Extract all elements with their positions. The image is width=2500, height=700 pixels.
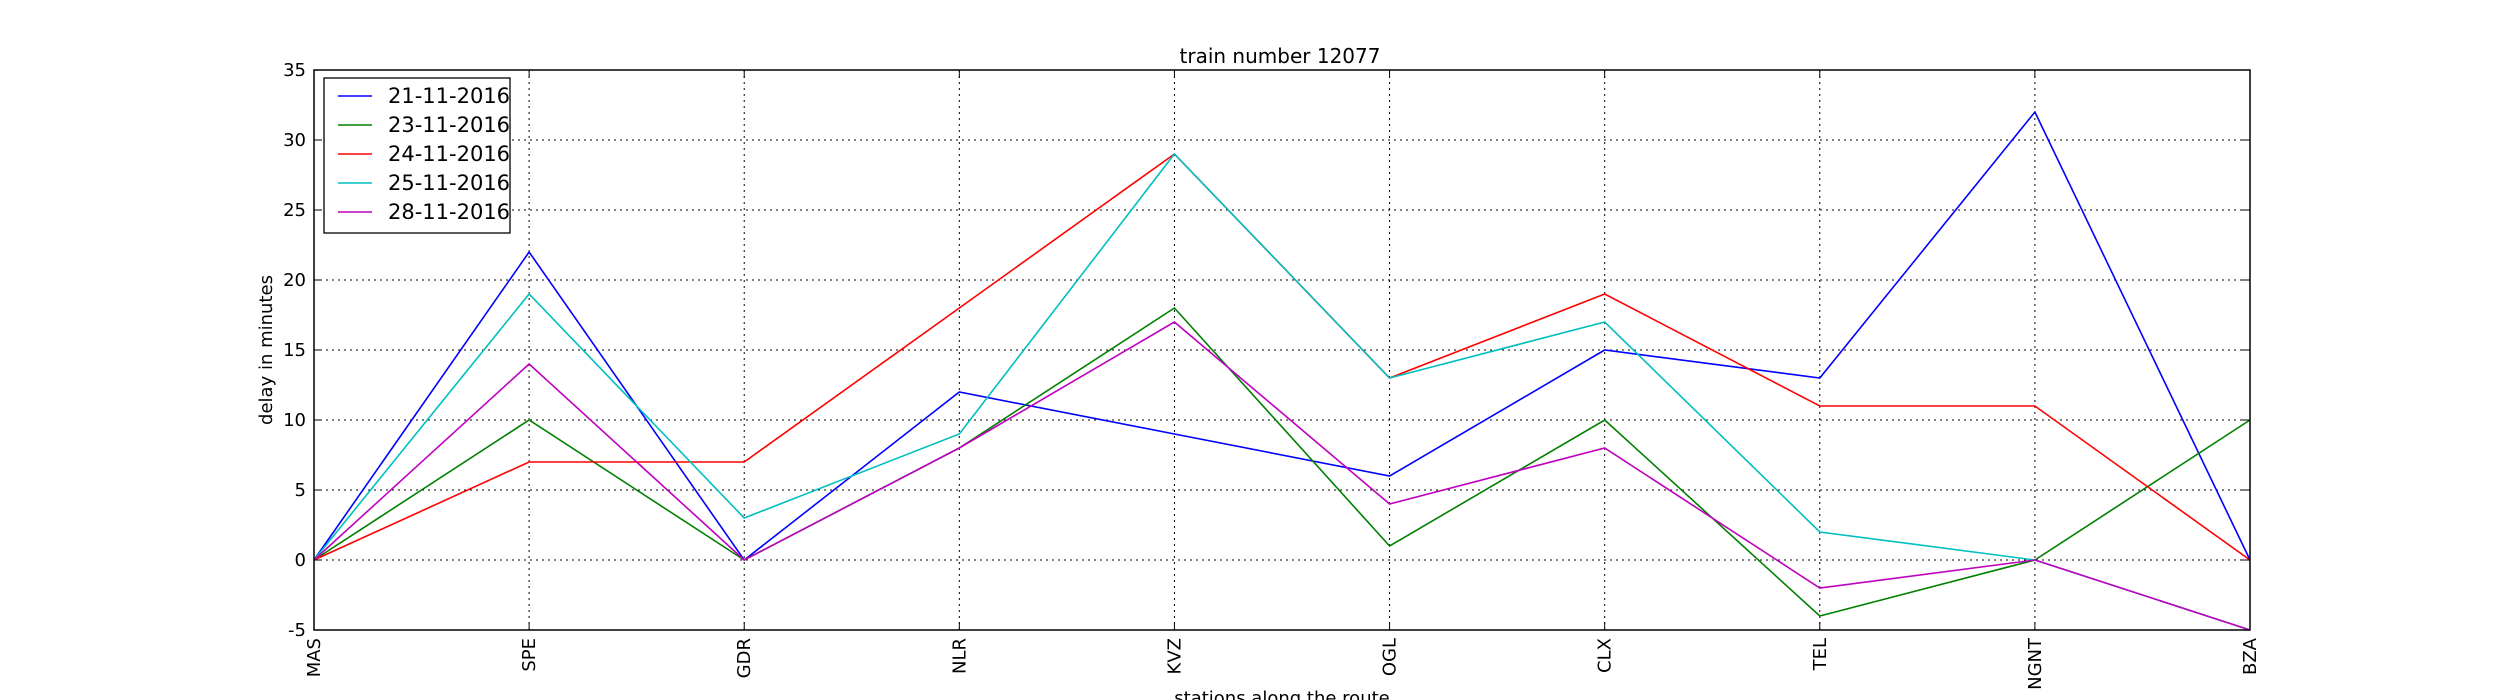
x-tick-label: OGL [1380,638,1401,676]
y-axis-ticks: -5 0 5 10 15 20 25 30 35 [283,60,2250,641]
x-tick-label: MAS [304,638,325,677]
y-tick-label: 30 [283,130,306,151]
y-tick-label: 35 [283,60,306,81]
series-line-4 [313,321,2251,631]
series-line-1 [313,306,2251,617]
series-lines [313,110,2251,631]
y-tick-label: -5 [288,620,306,641]
y-axis-label: delay in minutes [256,275,277,425]
x-tick-label: NGNT [2025,637,2046,690]
x-tick-label: SPE [519,638,540,672]
legend-label: 25-11-2016 [388,171,510,195]
y-tick-label: 15 [283,340,306,361]
x-tick-label: GDR [734,638,755,678]
x-axis-label: stations along the route [1174,688,1389,700]
x-axis-ticks: MAS SPE GDR NLR KVZ OGL CLX TEL NGNT BZA [304,70,2261,690]
chart-title: train number 12077 [1180,44,1381,68]
y-tick-label: 0 [295,550,306,571]
x-tick-label: NLR [949,638,970,674]
series-line-3 [313,152,2251,631]
legend-box [323,77,511,234]
y-tick-label: 5 [295,480,306,501]
x-tick-label: CLX [1595,638,1616,673]
legend-label: 28-11-2016 [388,200,510,224]
y-tick-label: 10 [283,410,306,431]
legend-label: 24-11-2016 [388,142,510,166]
x-tick-label: BZA [2240,637,2261,675]
grid [314,70,2250,630]
y-tick-label: 20 [283,270,306,291]
x-tick-label: TEL [1810,638,1831,671]
series-line-0 [313,110,2251,562]
legend: 21-11-2016 23-11-2016 24-11-2016 25-11-2016… [323,77,511,234]
x-tick-label: KVZ [1164,638,1185,674]
legend-label: 23-11-2016 [388,113,510,137]
series-line-2 [313,152,2251,561]
legend-label: 21-11-2016 [388,84,510,108]
y-tick-label: 25 [283,200,306,221]
